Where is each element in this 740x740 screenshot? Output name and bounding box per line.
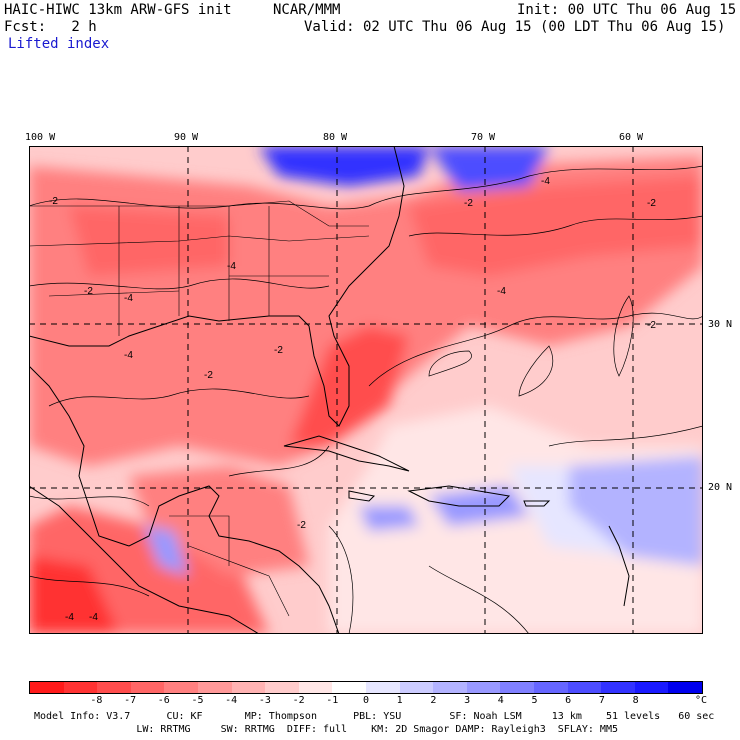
colorbar-cell — [63, 682, 98, 693]
colorbar-tick-label: -7 — [124, 695, 137, 706]
coastlines — [29, 146, 630, 634]
colorbar-cell — [399, 682, 434, 693]
colorbar-tick-label: 4 — [497, 695, 504, 706]
contour-label: -4 — [124, 293, 133, 304]
colorbar — [29, 681, 703, 694]
lifted-index-map: -2 -4 -2 -4 -2 -2 -4 -2 -4 -2 -4 -2 -2 -… — [29, 146, 703, 634]
colorbar-tick-label: 3 — [464, 695, 471, 706]
init-time: Init: 00 UTC Thu 06 Aug 15 — [517, 2, 737, 18]
colorbar-cell — [97, 682, 131, 693]
colorbar-tick-label: -2 — [292, 695, 305, 706]
colorbar-tick-label: -1 — [326, 695, 339, 706]
contour-label: -2 — [84, 286, 93, 297]
contour-label: -2 — [297, 520, 306, 531]
colorbar-tick-label: 6 — [565, 695, 572, 706]
colorbar-tick-label: -8 — [90, 695, 103, 706]
lon-label-60w: 60 W — [619, 132, 644, 143]
lat-label-20n: 20 N — [708, 482, 733, 493]
colorbar-cell — [567, 682, 602, 693]
contour-label: -4 — [89, 612, 98, 623]
colorbar-cell — [466, 682, 501, 693]
colorbar-cell — [668, 682, 702, 693]
colorbar-cell — [265, 682, 299, 693]
contour-label: -4 — [65, 612, 74, 623]
colorbar-cell — [365, 682, 400, 693]
model-info-line1: Model Info: V3.7 CU: KF MP: Thompson PBL… — [34, 711, 715, 722]
model-info-line2: LW: RRTMG SW: RRTMG DIFF: full KM: 2D Sm… — [34, 724, 618, 735]
forecast-hour: Fcst: 2 h — [4, 19, 97, 35]
contour-lines — [29, 165, 703, 634]
colorbar-cell — [500, 682, 534, 693]
colorbar-tick-label: -5 — [191, 695, 204, 706]
contour-label: -2 — [647, 198, 656, 209]
colorbar-cell — [130, 682, 165, 693]
field-name: Lifted index — [8, 36, 110, 52]
contour-label: -4 — [124, 350, 133, 361]
colorbar-cell — [533, 682, 568, 693]
lon-label-80w: 80 W — [323, 132, 348, 143]
colorbar-cell — [634, 682, 669, 693]
lat-lon-grid — [29, 146, 703, 634]
colorbar-cell — [164, 682, 198, 693]
lon-label-90w: 90 W — [174, 132, 199, 143]
lon-label-70w: 70 W — [471, 132, 496, 143]
shaded-field — [29, 146, 703, 634]
contour-label: -2 — [204, 370, 213, 381]
colorbar-cell — [197, 682, 232, 693]
colorbar-cell — [601, 682, 635, 693]
colorbar-unit: °C — [694, 695, 708, 706]
colorbar-cell — [231, 682, 266, 693]
lon-label-100w: 100 W — [25, 132, 56, 143]
colorbar-cell — [30, 682, 64, 693]
colorbar-cell — [433, 682, 467, 693]
colorbar-tick-label: -3 — [258, 695, 271, 706]
colorbar-tick-label: -6 — [157, 695, 170, 706]
colorbar-cell — [332, 682, 366, 693]
colorbar-tick-label: 5 — [531, 695, 538, 706]
org-label: NCAR/MMM — [273, 2, 341, 18]
model-title: HAIC-HIWC 13km ARW-GFS init — [4, 2, 232, 18]
contour-label: -2 — [464, 198, 473, 209]
contour-label: -4 — [541, 176, 550, 187]
map-frame — [29, 146, 703, 634]
contour-labels: -2 -4 -2 -4 -2 -2 -4 -2 -4 -2 -4 -2 -2 -… — [49, 176, 656, 623]
contour-label: -2 — [647, 320, 656, 331]
colorbar-tick-label: 1 — [396, 695, 403, 706]
colorbar-tick-label: 0 — [362, 695, 370, 706]
contour-label: -2 — [274, 345, 283, 356]
contour-label: -2 — [49, 196, 58, 207]
colorbar-tick-label: 8 — [632, 695, 639, 706]
contour-label: -4 — [497, 286, 506, 297]
contour-label: -4 — [227, 261, 236, 272]
colorbar-tick-label: 2 — [430, 695, 437, 706]
colorbar-tick-label: 7 — [598, 695, 605, 706]
colorbar-cell — [298, 682, 333, 693]
colorbar-tick-label: -4 — [225, 695, 238, 706]
lat-label-30n: 30 N — [708, 319, 733, 330]
valid-time: Valid: 02 UTC Thu 06 Aug 15 (00 LDT Thu … — [304, 19, 726, 35]
